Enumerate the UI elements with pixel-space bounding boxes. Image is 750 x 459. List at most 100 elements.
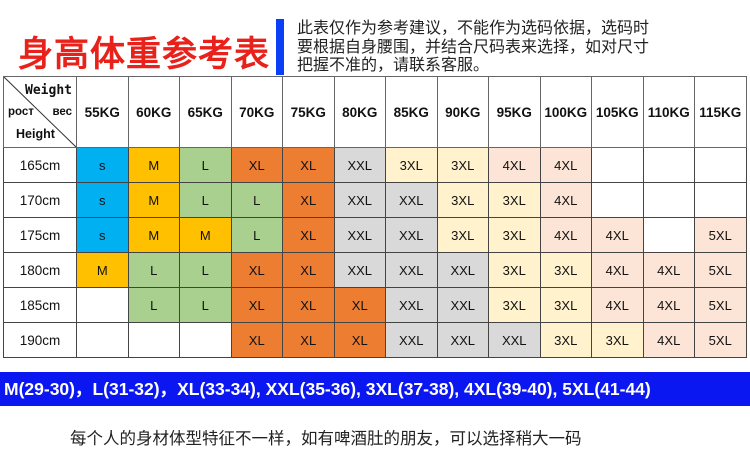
size-cell: [76, 322, 129, 358]
size-cell: 3XL: [488, 217, 541, 253]
size-cell: M: [127, 182, 180, 218]
size-cell: L: [230, 217, 283, 253]
size-cell: M: [179, 217, 232, 253]
size-cell: 5XL: [694, 287, 747, 323]
size-cell: XXL: [333, 182, 386, 218]
size-cell: 4XL: [488, 147, 541, 183]
weight-column-header: 80KG: [333, 76, 386, 148]
size-cell: [642, 182, 695, 218]
weight-column-header: 85KG: [385, 76, 438, 148]
page-title: 身高体重参考表: [18, 35, 271, 75]
size-cell: 4XL: [642, 322, 695, 358]
size-cell: 4XL: [591, 217, 644, 253]
size-cell: XL: [282, 287, 335, 323]
size-cell: 4XL: [539, 147, 592, 183]
weight-column-header: 75KG: [282, 76, 335, 148]
note-line: 把握不准的，请联系客服。: [297, 55, 490, 74]
size-cell: 4XL: [591, 252, 644, 288]
weight-label: Weight: [25, 83, 72, 98]
size-cell: XL: [282, 147, 335, 183]
size-cell: XXL: [436, 322, 489, 358]
height-label: Height: [16, 127, 55, 141]
size-cell: XL: [333, 322, 386, 358]
size-cell: XXL: [385, 217, 438, 253]
height-cell: 190cm: [3, 322, 77, 358]
size-cell: XL: [230, 287, 283, 323]
size-cell: XXL: [333, 217, 386, 253]
size-cell: XL: [282, 322, 335, 358]
weight-column-header: 70KG: [230, 76, 283, 148]
size-cell: L: [127, 252, 180, 288]
size-cell: [179, 322, 232, 358]
size-cell: XXL: [385, 322, 438, 358]
size-cell: L: [179, 252, 232, 288]
size-cell: 4XL: [539, 217, 592, 253]
disclaimer-note: 此表仅作为参考建议，不能作为选码依据，选码时 要根据自身腰围，并结合尺码表来选择…: [297, 18, 747, 75]
size-cell: 5XL: [694, 252, 747, 288]
size-cell: 3XL: [539, 252, 592, 288]
weight-column-header: 55KG: [76, 76, 129, 148]
size-cell: XXL: [333, 147, 386, 183]
size-cell: M: [127, 217, 180, 253]
table-row: 190cm XL XL XL XXL XXL XXL 3XL 3XL 4XL 5XL: [3, 322, 747, 358]
weight-column-header: 110KG: [642, 76, 695, 148]
note-line: 要根据自身腰围，并结合尺码表来选择，如对尺寸: [297, 36, 650, 56]
size-cell: L: [230, 182, 283, 218]
size-cell: XL: [333, 287, 386, 323]
size-cell: 3XL: [488, 182, 541, 218]
size-cell: XXL: [488, 322, 541, 358]
size-cell: XL: [282, 252, 335, 288]
height-cell: 175cm: [3, 217, 77, 253]
size-cell: 3XL: [539, 322, 592, 358]
size-cell: XL: [282, 182, 335, 218]
size-cell: [694, 147, 747, 183]
size-cell: XXL: [436, 252, 489, 288]
height-cell: 185cm: [3, 287, 77, 323]
size-cell: XXL: [333, 252, 386, 288]
table-row: 185cm L L XL XL XL XXL XXL 3XL 3XL 4XL 4XL 5XL: [3, 287, 747, 323]
size-cell: L: [127, 287, 180, 323]
size-cell: 4XL: [539, 182, 592, 218]
size-cell: XL: [282, 217, 335, 253]
height-cell: 180cm: [3, 252, 77, 288]
size-cell: 3XL: [488, 252, 541, 288]
height-cell: 170cm: [3, 182, 77, 218]
size-cell: L: [179, 287, 232, 323]
size-cell: [591, 147, 644, 183]
size-cell: s: [76, 217, 129, 253]
size-cell: 3XL: [436, 217, 489, 253]
size-cell: XXL: [436, 287, 489, 323]
size-chart-table: Weight рост вес Height 55KG 60KG 65KG 70KG 7…: [3, 76, 747, 358]
weight-column-header: 105KG: [591, 76, 644, 148]
weight-column-header: 95KG: [488, 76, 541, 148]
table-header-row: Weight рост вес Height 55KG 60KG 65KG 70KG 7…: [3, 76, 747, 148]
accent-bar: [276, 19, 284, 75]
size-cell: XXL: [385, 287, 438, 323]
size-cell: M: [76, 252, 129, 288]
diagonal-divider-icon: [4, 77, 76, 147]
weight-column-header: 100KG: [539, 76, 592, 148]
size-cell: s: [76, 147, 129, 183]
size-cell: 3XL: [591, 322, 644, 358]
height-cell: 165cm: [3, 147, 77, 183]
size-cell: XL: [230, 322, 283, 358]
table-row: 165cm s M L XL XL XXL 3XL 3XL 4XL 4XL: [3, 147, 747, 183]
size-cell: 3XL: [436, 147, 489, 183]
ves-label: вес: [52, 106, 72, 118]
size-cell: 3XL: [539, 287, 592, 323]
size-cell: 4XL: [642, 252, 695, 288]
size-cell: 3XL: [385, 147, 438, 183]
weight-column-header: 115KG: [694, 76, 747, 148]
size-cell: [642, 217, 695, 253]
table-row: 175cm s M M L XL XXL XXL 3XL 3XL 4XL 4XL 5XL: [3, 217, 747, 253]
size-cell: [591, 182, 644, 218]
corner-header-cell: Weight рост вес Height: [3, 76, 77, 148]
size-cell: 5XL: [694, 217, 747, 253]
size-cell: 4XL: [591, 287, 644, 323]
size-cell: XXL: [385, 252, 438, 288]
note-line: 此表仅作为参考建议，不能作为选码依据，选码时: [297, 18, 650, 37]
weight-column-header: 90KG: [436, 76, 489, 148]
size-cell: 4XL: [642, 287, 695, 323]
footer-tip: 每个人的身材体型特征不一样，如有啤酒肚的朋友，可以选择稍大一码: [70, 429, 582, 448]
size-cell: XL: [230, 147, 283, 183]
